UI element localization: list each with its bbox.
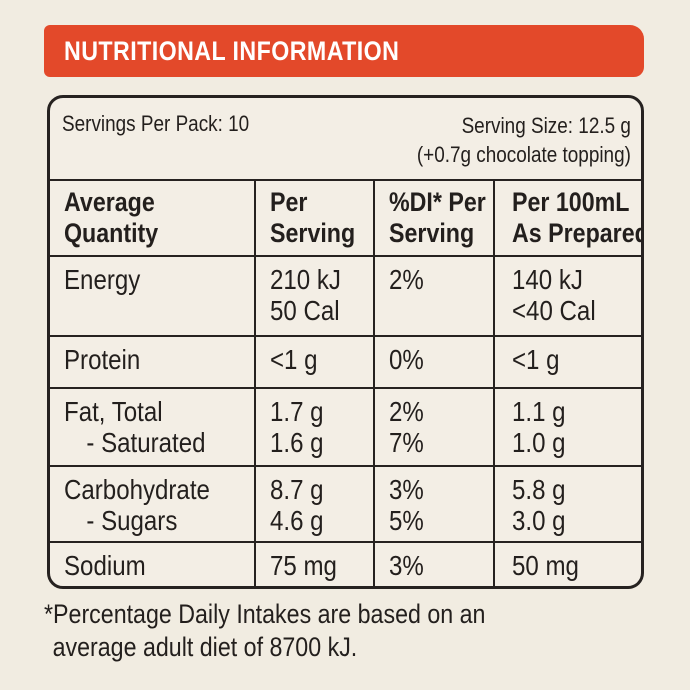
nutrition-panel: Servings Per Pack: 10 Serving Size: 12.5… — [47, 95, 644, 589]
row-label: Energy — [64, 264, 141, 295]
serving-size-topping: (+0.7g chocolate topping) — [416, 142, 631, 167]
header-cell: Per 100mL As Prepared — [493, 181, 641, 255]
table-cell: <1 g — [254, 337, 373, 387]
table-cell: 8.7 g 4.6 g — [254, 467, 373, 541]
servings-row: Servings Per Pack: 10 Serving Size: 12.5… — [50, 98, 641, 181]
page-title: NUTRITIONAL INFORMATION — [64, 35, 400, 66]
table-cell: 140 kJ <40 Cal — [493, 257, 641, 335]
table-cell: 2% 7% — [373, 389, 493, 465]
table-cell: 50 mg — [493, 543, 641, 586]
title-banner: NUTRITIONAL INFORMATION — [44, 25, 644, 77]
servings-per-pack: Servings Per Pack: 10 — [62, 111, 250, 136]
row-label: Carbohydrate - Sugars — [64, 474, 210, 536]
table-cell: 75 mg — [254, 543, 373, 586]
table-cell: <1 g — [493, 337, 641, 387]
header-cell: %DI* Per Serving — [373, 181, 493, 255]
table-row: Sodium 75 mg 3% 50 mg — [50, 543, 641, 586]
footnote: *Percentage Daily Intakes are based on a… — [44, 598, 485, 664]
table-row: Protein <1 g 0% <1 g — [50, 337, 641, 389]
table-cell: 3% 5% — [373, 467, 493, 541]
footnote-line: *Percentage Daily Intakes are based on a… — [44, 599, 486, 629]
row-label: Fat, Total - Saturated — [64, 396, 206, 458]
table-cell: 1.1 g 1.0 g — [493, 389, 641, 465]
table-cell: 2% — [373, 257, 493, 335]
table-cell: 3% — [373, 543, 493, 586]
table-cell: 1.7 g 1.6 g — [254, 389, 373, 465]
header-cell: Average Quantity — [64, 187, 159, 248]
table-header-row: Average Quantity Per Serving %DI* Per Servi… — [50, 181, 641, 257]
table-cell: 0% — [373, 337, 493, 387]
footnote-line: average adult diet of 8700 kJ. — [52, 632, 358, 662]
serving-size-line: Serving Size: 12.5 g — [461, 113, 631, 138]
table-cell: 210 kJ 50 Cal — [254, 257, 373, 335]
header-cell: Per Serving — [254, 181, 373, 255]
table-row: Carbohydrate - Sugars 8.7 g 4.6 g 3% 5% 5.8… — [50, 467, 641, 543]
serving-size: Serving Size: 12.5 g (+0.7g chocolate to… — [417, 111, 631, 169]
table-row: Energy 210 kJ 50 Cal 2% 140 kJ <40 Cal — [50, 257, 641, 337]
table-cell: 5.8 g 3.0 g — [493, 467, 641, 541]
row-label: Protein — [64, 344, 141, 375]
row-label: Sodium — [64, 550, 146, 581]
nutrition-table: Average Quantity Per Serving %DI* Per Servi… — [50, 181, 641, 586]
table-row: Fat, Total - Saturated 1.7 g 1.6 g 2% 7% 1.… — [50, 389, 641, 467]
